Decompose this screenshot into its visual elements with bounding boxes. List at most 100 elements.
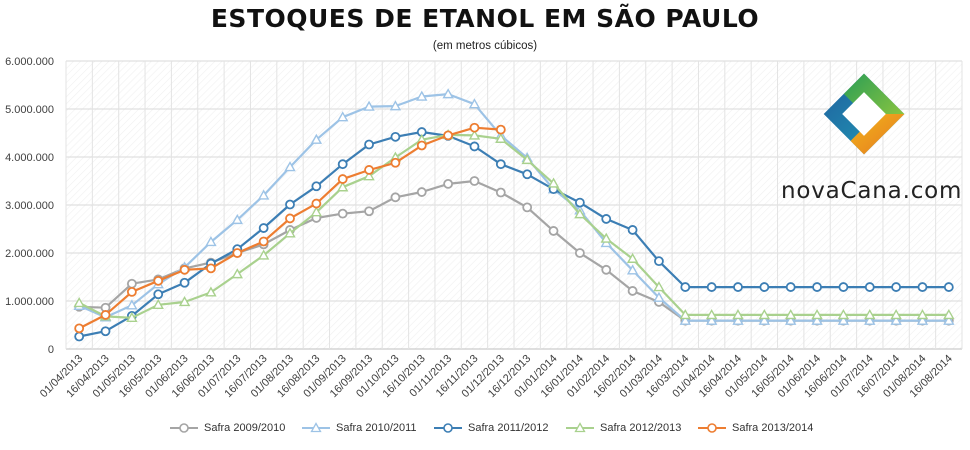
data-point [495,124,506,135]
data-point [442,88,454,99]
legend-item: Safra 2011/2012 [434,418,549,438]
data-point [126,286,137,297]
data-point [126,311,138,322]
data-point [153,275,164,286]
data-point [626,252,639,263]
y-tick-label: 0 [48,344,54,356]
data-point [126,278,137,289]
series-safra-2013-2014 [74,122,506,334]
data-point [574,208,586,219]
data-point [74,331,85,342]
data-point [574,197,585,208]
data-point [864,308,876,320]
data-point [891,282,902,292]
data-point [257,189,270,200]
data-point [574,248,585,258]
data-point [864,314,876,325]
legend-item: Safra 2012/2013 [566,418,681,438]
data-point [495,187,506,198]
data-point [258,223,269,233]
legend-swatch [698,423,726,433]
data-point [257,249,270,260]
data-point [916,308,929,320]
data-point [679,314,691,325]
data-point [469,176,480,186]
legend-label: Safra 2010/2011 [336,422,417,434]
legend-label: Safra 2013/2014 [732,422,814,434]
data-point [785,308,797,320]
data-point [364,206,374,217]
data-point [548,226,559,236]
data-point [522,169,533,180]
data-point [732,308,744,320]
data-point [758,308,771,320]
data-point [73,296,85,308]
chart-subtitle: (em metros cúbicos) [432,40,538,52]
data-point [522,202,533,213]
y-tick-label: 6.000.000 [5,56,54,68]
data-point [390,192,401,203]
data-point [337,181,349,192]
data-point [916,314,929,325]
data-point [627,225,638,235]
data-point [152,298,164,310]
data-point [733,282,743,292]
data-point [100,310,111,320]
y-axis-ticks: 0 1.000.000 2.000.000 3.000.000 4.000.000 5.0… [5,56,54,356]
data-point [837,314,850,325]
legend-item: Safra 2010/2011 [302,418,417,438]
gridlines [65,60,963,350]
data-point [943,282,954,292]
data-point [943,308,955,320]
y-tick-label: 2.000.000 [5,248,54,260]
data-point [285,213,295,224]
chart-title: ESTOQUES DE ETANOL EM SÃO PAULO [210,4,760,33]
series-line [78,133,949,319]
data-point [284,227,296,238]
legend-swatch [434,423,462,433]
data-point [495,132,507,143]
data-point [547,177,560,188]
data-point [654,256,664,267]
data-point [205,236,217,247]
legend-label: Safra 2009/2010 [204,422,286,434]
data-point [917,282,928,292]
data-point [337,159,348,170]
data-point [653,281,665,292]
data-point [205,286,217,297]
data-point [627,286,638,296]
data-point [364,165,374,175]
data-point [705,308,718,320]
data-point [74,323,85,334]
y-tick-label: 5.000.000 [5,104,54,116]
y-tick-label: 4.000.000 [5,152,54,164]
series-group [73,88,955,342]
data-point [416,90,428,101]
data-point [468,129,481,140]
data-point [785,282,796,292]
data-point [364,139,374,150]
data-point [310,133,323,144]
data-point [363,170,375,181]
data-point [284,161,296,172]
data-point [653,291,665,302]
legend-item: Safra 2009/2010 [170,418,285,438]
data-point [126,299,138,310]
data-point [759,282,770,292]
data-point [943,314,955,325]
series-line [78,130,949,338]
data-point [785,314,797,325]
data-point [311,198,322,209]
data-point [285,199,295,210]
series-line [78,92,949,322]
data-point [363,100,375,111]
data-point [811,314,823,325]
y-tick-label: 3.000.000 [5,200,54,212]
series-safra-2010-2011 [73,88,955,325]
y-tick-label: 1.000.000 [5,296,54,308]
legend-label: Safra 2011/2012 [468,422,549,434]
x-axis-ticks: 01/04/201316/04/201301/05/201316/05/2013… [38,353,955,400]
data-point [337,174,348,184]
data-point [258,236,269,247]
